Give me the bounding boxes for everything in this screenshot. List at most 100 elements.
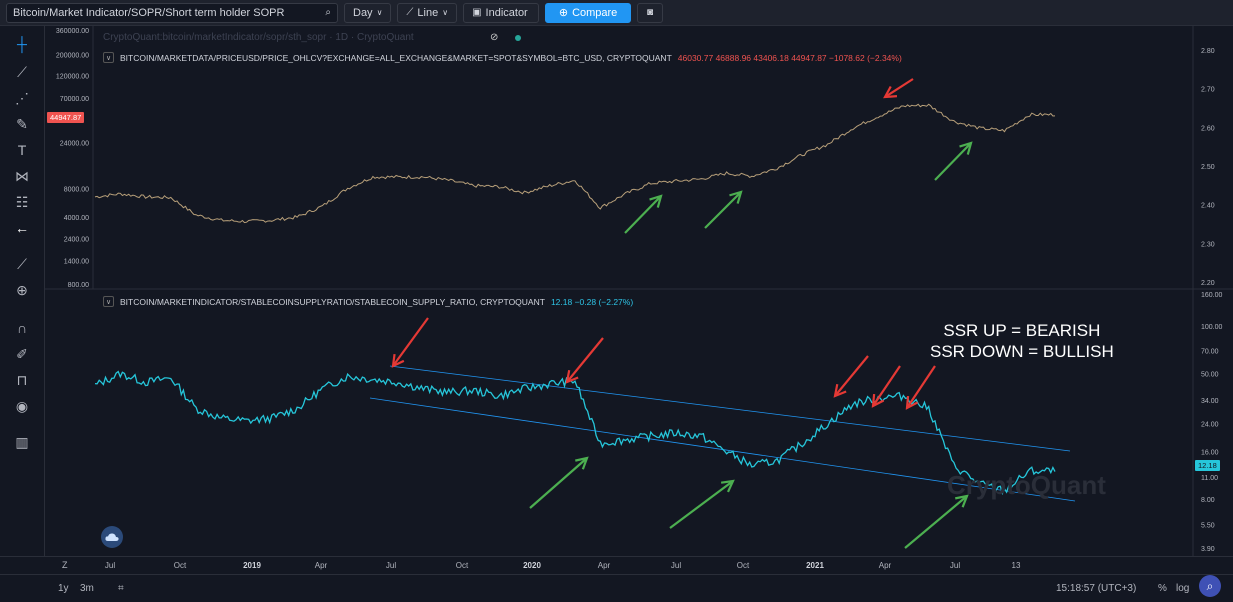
chart-area[interactable]: 360000.00 200000.00 120000.00 70000.00 24000… — [45, 26, 1233, 556]
bearish-arrow — [905, 365, 936, 410]
back-arrow-icon[interactable]: ← — [15, 220, 29, 236]
time-axis-tick: Oct — [173, 561, 187, 570]
arrow-head — [649, 194, 663, 208]
crosshair-icon[interactable]: ┼ — [17, 36, 27, 52]
annotation-line-1: SSR UP = BEARISH — [943, 321, 1101, 340]
arrow-head — [391, 353, 405, 368]
bullish-arrow — [704, 190, 743, 229]
range-3m-button[interactable]: 3m — [80, 583, 94, 594]
right-axis-tick: 2.60 — [1201, 125, 1215, 132]
current-ssr-tag: 12.18 — [1195, 460, 1220, 471]
screenshot-button[interactable]: ◙ — [637, 2, 664, 23]
right-axis-tick: 8.00 — [1201, 497, 1215, 504]
ruler-icon[interactable]: ⟋ — [17, 255, 27, 272]
time-axis-tick: Jul — [670, 561, 682, 570]
time-axis-tick: Jul — [949, 561, 961, 570]
range-1y-button[interactable]: 1y — [58, 583, 69, 594]
left-axis-tick: 120000.00 — [56, 74, 89, 81]
left-axis-tick: 4000.00 — [64, 215, 89, 222]
prediction-icon[interactable]: ☷ — [15, 193, 29, 210]
bullish-arrow — [624, 194, 663, 234]
percent-toggle[interactable]: % — [1158, 583, 1167, 594]
indicator-label: Indicator — [485, 6, 528, 19]
arrow-shaft — [669, 480, 734, 529]
plus-circle-icon: ⊕ — [558, 7, 569, 19]
arrow-head — [871, 393, 885, 408]
bullish-arrow — [934, 141, 973, 181]
magnet-icon[interactable]: ∩ — [16, 320, 28, 336]
current-price-tag: 44947.87 — [47, 112, 85, 123]
collapse-chevron-icon[interactable]: ∨ — [103, 52, 114, 63]
clock-readout[interactable]: 15:18:57 (UTC+3) — [1056, 583, 1137, 594]
drawing-toolbar: ┼ ⟋ ⋰ ✎ T ⋈ ☷ ← ⟋ ⊕ ∩ ✐ ⊓ ◉ ▥ — [0, 26, 45, 556]
arrow-shaft — [529, 457, 588, 509]
arrow-shaft — [906, 365, 936, 409]
top-watermark: CryptoQuant:bitcoin/marketIndicator/sopr… — [103, 32, 414, 43]
brush-icon[interactable]: ✎ — [16, 115, 28, 132]
interval-label: Day — [353, 6, 373, 19]
annotation-line-2: SSR DOWN = BULLISH — [930, 342, 1114, 361]
arrow-shaft — [566, 337, 604, 383]
compare-button[interactable]: ⊕ Compare — [545, 2, 632, 23]
top-toolbar: Bitcoin/Market Indicator/SOPR/Short term… — [0, 0, 1233, 26]
eye-off-icon[interactable]: ⊘ — [490, 32, 499, 43]
right-axis-tick: 2.80 — [1201, 48, 1215, 55]
right-axis-tick: 11.00 — [1201, 475, 1218, 482]
arrow-head — [959, 141, 973, 155]
arrow-shaft — [834, 355, 869, 397]
compare-label: Compare — [572, 6, 618, 19]
log-toggle[interactable]: log — [1176, 583, 1190, 594]
magnifier-icon[interactable]: ⌕ — [1199, 575, 1221, 597]
zoom-reset-button[interactable]: Z — [62, 560, 68, 570]
arrow-head — [720, 479, 735, 493]
left-axis-tick: 70000.00 — [60, 96, 89, 103]
fib-tool-icon[interactable]: ⋰ — [15, 89, 29, 106]
time-axis-tick: Oct — [736, 561, 750, 570]
arrow-head — [883, 85, 898, 99]
chart-style-label: Line — [417, 6, 439, 19]
cloud-icon[interactable] — [101, 526, 123, 548]
arrow-shaft — [934, 142, 972, 181]
right-axis-tick: 24.00 — [1201, 422, 1219, 429]
chart-style-select[interactable]: ⟋ Line ∨ — [397, 2, 458, 23]
arrow-head — [575, 456, 589, 470]
left-axis-tick: 24000.00 — [60, 141, 89, 148]
arrow-shaft — [904, 495, 968, 549]
channel-upper-line — [389, 365, 1071, 452]
lock-icon[interactable]: ⊓ — [16, 371, 28, 388]
date-range-icon[interactable]: ⌗ — [118, 583, 124, 594]
time-axis-tick: 2019 — [243, 561, 261, 570]
search-icon: ⌕ — [325, 7, 331, 18]
price-legend-values: 46030.77 46888.96 43406.18 44947.87 −107… — [677, 52, 902, 63]
text-tool-icon[interactable]: T — [17, 142, 27, 158]
time-axis-tick: Oct — [455, 561, 469, 570]
right-axis-tick: 2.70 — [1201, 87, 1215, 94]
time-axis-tick: Jul — [385, 561, 397, 570]
trend-line-icon[interactable]: ⟋ — [17, 63, 27, 80]
arrow-shaft — [872, 365, 901, 407]
left-axis-tick: 2400.00 — [64, 236, 89, 243]
price-series-line — [94, 103, 1056, 224]
time-axis-tick: 2021 — [806, 561, 824, 570]
interval-select[interactable]: Day ∨ — [344, 2, 392, 23]
time-axis: Z Jul Oct 2019 Apr Jul Oct 2020 Apr Jul Oct 2021 Ap… — [0, 556, 1233, 574]
right-axis-tick: 34.00 — [1201, 398, 1219, 405]
status-dot — [515, 35, 521, 41]
annotation-arrows — [391, 78, 973, 549]
symbol-text: Bitcoin/Market Indicator/SOPR/Short term… — [13, 6, 285, 19]
chart-canvas[interactable]: 360000.00 200000.00 120000.00 70000.00 24000… — [45, 26, 1233, 556]
symbol-search[interactable]: Bitcoin/Market Indicator/SOPR/Short term… — [6, 2, 338, 23]
bullish-arrow — [904, 494, 969, 549]
collapse-chevron-icon[interactable]: ∨ — [103, 296, 114, 307]
arrow-head — [955, 494, 969, 508]
pencil-lock-icon[interactable]: ✐ — [16, 345, 28, 362]
arrow-shaft — [704, 191, 742, 229]
bottom-watermark: CryptoQuant — [947, 470, 1106, 500]
pattern-icon[interactable]: ⋈ — [15, 167, 29, 184]
zoom-in-icon[interactable]: ⊕ — [16, 281, 28, 298]
trash-icon[interactable]: ▥ — [15, 433, 29, 450]
right-axis-tick: 2.50 — [1201, 164, 1215, 171]
arrow-shaft — [392, 317, 429, 367]
indicator-button[interactable]: ▣ Indicator — [463, 2, 540, 23]
eye-icon[interactable]: ◉ — [15, 397, 29, 414]
